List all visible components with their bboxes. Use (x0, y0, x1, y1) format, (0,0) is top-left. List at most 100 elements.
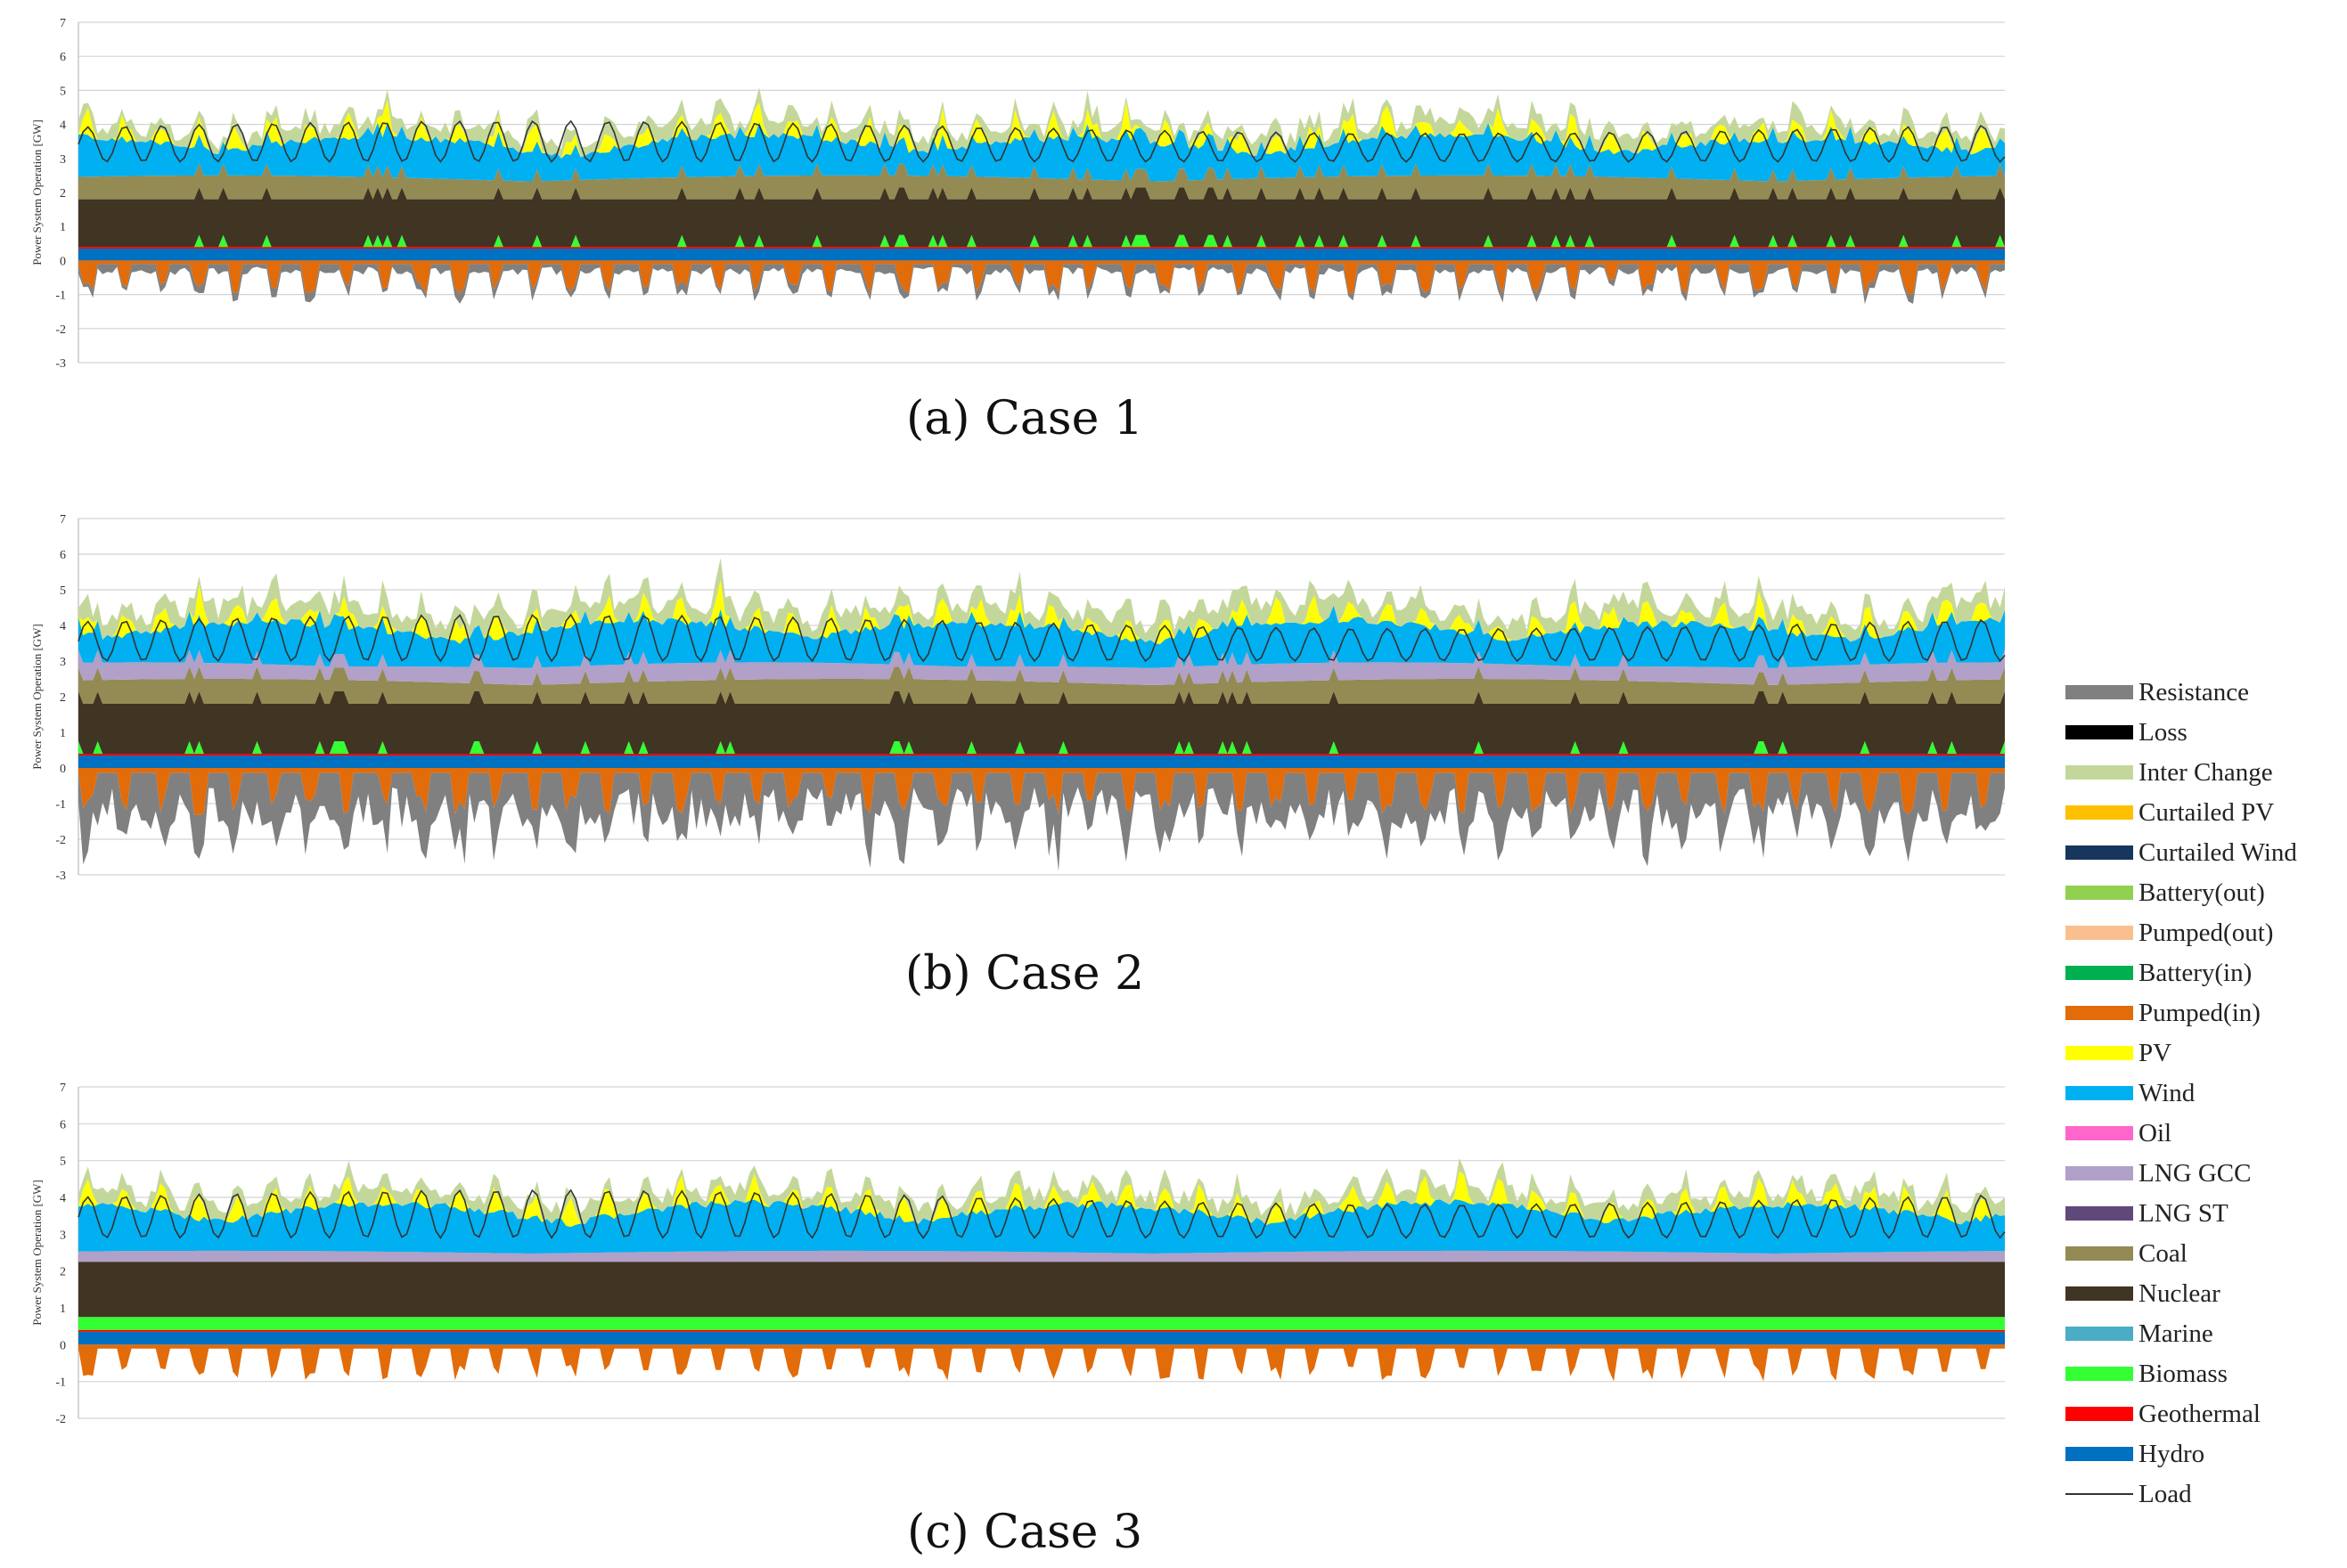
series-resistance (78, 772, 2005, 871)
legend-swatch (2065, 1327, 2133, 1341)
legend-item-battery-in: Battery(in) (2065, 955, 2252, 991)
legend-swatch (2065, 1447, 2133, 1461)
y-tick-label: 1 (60, 221, 66, 234)
series-coal (78, 163, 2005, 200)
legend-swatch (2065, 1493, 2133, 1495)
series-pumped-in (78, 1344, 2005, 1382)
legend-label: Geothermal (2138, 1399, 2261, 1428)
y-tick-label: 4 (60, 119, 66, 133)
legend-item-pumped-in: Pumped(in) (2065, 995, 2261, 1031)
series-inter-change (78, 1157, 2005, 1225)
y-tick-label: -2 (55, 1413, 66, 1426)
chart-case-1: Power System Operation [GW] 7 6 5 4 3 2 1 0 -1 -2 -… (30, 17, 2006, 371)
y-tick-label: 5 (60, 85, 66, 98)
legend-item-lng-gcc: LNG GCC (2065, 1156, 2251, 1191)
legend-item-pumped-out: Pumped(out) (2065, 915, 2273, 951)
y-tick-label: 0 (60, 1339, 66, 1352)
legend-label: Inter Change (2138, 757, 2273, 787)
legend-swatch (2065, 1246, 2133, 1261)
series-inter-change (78, 558, 2005, 643)
legend-item-load: Load (2065, 1476, 2192, 1512)
legend-item-lng-st: LNG ST (2065, 1196, 2228, 1231)
legend-item-loss: Loss (2065, 715, 2188, 750)
legend-swatch (2065, 1407, 2133, 1421)
legend-label: LNG ST (2138, 1198, 2228, 1228)
caption-case-1: (a) Case 1 (906, 392, 1143, 445)
series-geothermal (78, 754, 2005, 755)
legend-swatch (2065, 966, 2133, 980)
series-hydro (78, 755, 2005, 768)
legend-label: Nuclear (2138, 1278, 2220, 1308)
legend-label: Load (2138, 1479, 2192, 1508)
series-geothermal (78, 1329, 2005, 1332)
series-nuclear (78, 691, 2005, 754)
legend-swatch (2065, 1166, 2133, 1180)
series-coal (78, 666, 2005, 704)
series-load (78, 1188, 2006, 1239)
chart-panel-case-2: Power System Operation [GW] 7 6 5 4 3 2 1 0 -1 -2 -… (0, 501, 2049, 897)
y-tick-label: 7 (60, 1082, 66, 1095)
y-tick-label: 1 (60, 727, 66, 740)
series-hydro (78, 1331, 2005, 1345)
legend-label: Oil (2138, 1118, 2172, 1147)
legend-label: Hydro (2138, 1439, 2205, 1468)
legend-item-biomass: Biomass (2065, 1356, 2228, 1392)
y-tick-label: -3 (55, 870, 66, 883)
y-tick-label: 4 (60, 620, 66, 633)
caption-case-2: (b) Case 2 (904, 947, 1145, 1000)
y-axis-label: Power System Operation [GW] (30, 119, 44, 265)
y-tick-label: -1 (55, 798, 66, 812)
legend-swatch (2065, 1367, 2133, 1381)
y-tick-label: -1 (55, 290, 66, 303)
legend-swatch (2065, 685, 2133, 699)
y-tick-label: -2 (55, 834, 66, 847)
legend-label: Marine (2138, 1319, 2213, 1348)
legend-label: PV (2138, 1038, 2172, 1067)
legend-label: Wind (2138, 1078, 2196, 1107)
legend-label: Battery(in) (2138, 958, 2253, 987)
legend-label: Curtailed Wind (2138, 837, 2297, 867)
y-tick-label: -3 (55, 357, 66, 371)
caption-case-3: (c) Case 3 (906, 1506, 1143, 1559)
series-load (78, 119, 2006, 163)
legend-item-geothermal: Geothermal (2065, 1396, 2261, 1432)
y-tick-label: 6 (60, 1118, 66, 1131)
y-tick-label: -2 (55, 323, 66, 337)
legend-label: Biomass (2138, 1359, 2228, 1388)
series-pumped-in (78, 768, 2005, 815)
legend-swatch (2065, 1086, 2133, 1100)
legend-swatch (2065, 1206, 2133, 1221)
y-tick-label: 5 (60, 584, 66, 598)
legend-item-marine: Marine (2065, 1316, 2213, 1352)
legend-item-oil: Oil (2065, 1115, 2171, 1151)
chart-case-3: Power System Operation [GW] 7 6 5 4 3 2 1 0 -1 -2 (30, 1082, 2006, 1426)
y-tick-label: 4 (60, 1192, 66, 1205)
series-lng-gcc (78, 649, 2005, 685)
series-load (78, 613, 2006, 663)
y-tick-label: 3 (60, 1229, 66, 1242)
y-tick-label: 2 (60, 1266, 66, 1279)
legend-item-hydro: Hydro (2065, 1436, 2204, 1472)
series-nuclear (78, 1262, 2005, 1318)
y-tick-label: 7 (60, 17, 66, 30)
legend-item-coal: Coal (2065, 1236, 2188, 1271)
y-tick-label: 6 (60, 549, 66, 562)
chart-panel-case-3: Power System Operation [GW] 7 6 5 4 3 2 1 0 -1 -2 (0, 1069, 2049, 1443)
y-tick-label: 7 (60, 513, 66, 527)
legend-item-curtailed-pv: Curtailed PV (2065, 795, 2274, 830)
y-tick-label: 2 (60, 691, 66, 705)
y-axis-label: Power System Operation [GW] (30, 624, 44, 770)
legend-item-resistance: Resistance (2065, 674, 2249, 710)
y-tick-label: 5 (60, 1156, 66, 1169)
legend-label: Resistance (2138, 677, 2250, 706)
y-axis-label: Power System Operation [GW] (30, 1180, 44, 1326)
y-tick-label: -1 (55, 1376, 66, 1390)
series-resistance (78, 264, 2005, 305)
legend-item-battery-out: Battery(out) (2065, 875, 2265, 911)
legend-item-wind: Wind (2065, 1075, 2195, 1111)
legend-swatch (2065, 845, 2133, 860)
y-tick-label: 0 (60, 255, 66, 268)
legend-swatch (2065, 1286, 2133, 1301)
legend-swatch (2065, 725, 2133, 739)
series-geothermal (78, 247, 2005, 249)
